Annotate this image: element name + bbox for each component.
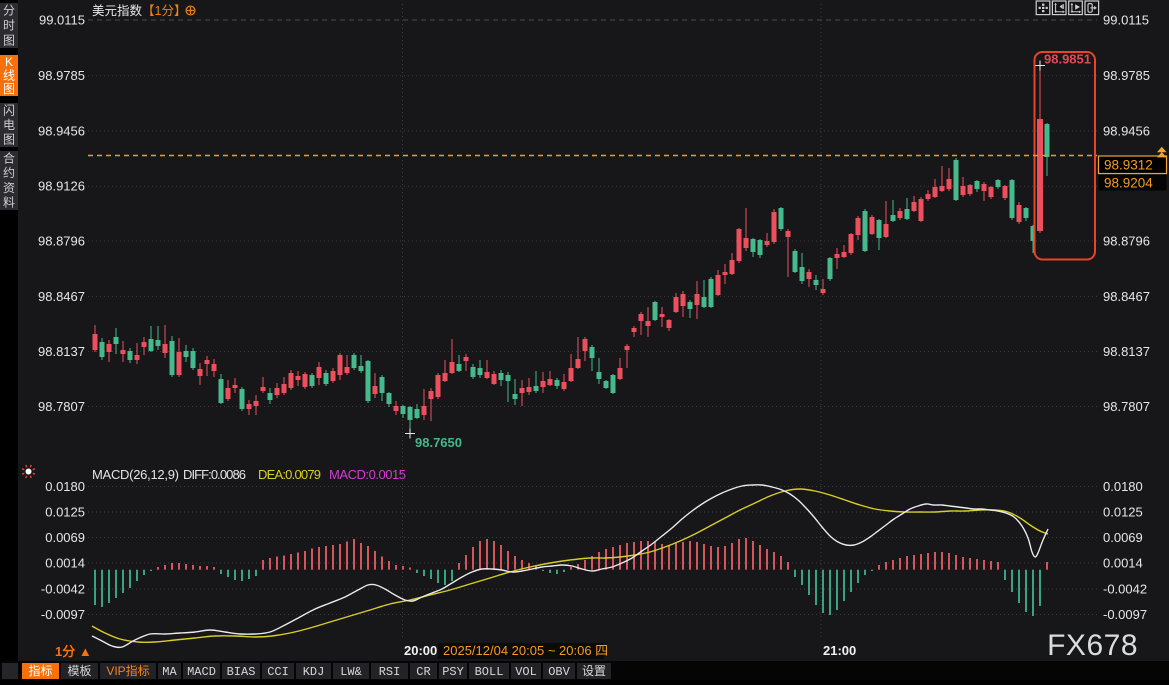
svg-text:20:00: 20:00: [404, 643, 437, 658]
svg-text:电: 电: [3, 118, 15, 132]
svg-text:DEA:0.0079: DEA:0.0079: [258, 467, 321, 482]
svg-text:MACD:0.0015: MACD:0.0015: [329, 467, 406, 482]
svg-text:98.7807: 98.7807: [1103, 399, 1150, 414]
svg-text:98.8796: 98.8796: [1103, 234, 1150, 249]
svg-text:0.0125: 0.0125: [45, 505, 85, 520]
svg-text:FX678: FX678: [1047, 629, 1138, 662]
svg-text:资: 资: [3, 181, 15, 195]
svg-text:98.8137: 98.8137: [1103, 344, 1150, 359]
svg-text:合: 合: [3, 150, 15, 165]
svg-text:时: 时: [3, 19, 15, 33]
svg-text:料: 料: [3, 196, 15, 210]
svg-text:98.7650: 98.7650: [415, 435, 462, 450]
svg-text:-0.0042: -0.0042: [1103, 582, 1147, 597]
svg-text:图: 图: [3, 133, 15, 147]
svg-text:美元指数: 美元指数: [92, 3, 143, 18]
svg-text:CCI: CCI: [267, 665, 289, 679]
svg-text:指标: 指标: [28, 663, 52, 678]
svg-text:MA: MA: [162, 665, 177, 679]
svg-text:OBV: OBV: [548, 665, 570, 679]
svg-text:98.7807: 98.7807: [38, 399, 85, 414]
svg-text:99.0115: 99.0115: [39, 13, 85, 28]
svg-text:-0.0042: -0.0042: [41, 582, 85, 597]
svg-text:-0.0097: -0.0097: [41, 607, 85, 622]
svg-text:模板: 模板: [67, 664, 91, 678]
svg-text:MACD: MACD: [187, 665, 216, 679]
svg-text:98.8796: 98.8796: [38, 234, 85, 249]
svg-text:98.8137: 98.8137: [38, 344, 85, 359]
svg-text:MACD(26,12,9): MACD(26,12,9): [92, 467, 179, 482]
svg-text:98.9456: 98.9456: [38, 124, 85, 139]
svg-text:设置: 设置: [582, 664, 606, 678]
svg-text:-0.0097: -0.0097: [1103, 607, 1147, 622]
svg-text:BIAS: BIAS: [227, 665, 256, 679]
svg-text:【1分】: 【1分】: [142, 4, 186, 18]
svg-text:98.9785: 98.9785: [1103, 68, 1150, 83]
svg-text:DIFF:0.0086: DIFF:0.0086: [183, 467, 246, 482]
svg-text:图: 图: [3, 34, 15, 48]
svg-text:98.9456: 98.9456: [1103, 124, 1150, 139]
svg-text:RSI: RSI: [379, 665, 401, 679]
svg-text:0.0069: 0.0069: [45, 530, 85, 545]
svg-text:图: 图: [3, 82, 15, 96]
svg-text:98.9126: 98.9126: [38, 179, 85, 194]
svg-text:99.0115: 99.0115: [1103, 13, 1149, 28]
svg-text:98.8467: 98.8467: [1103, 289, 1150, 304]
svg-text:K: K: [5, 55, 13, 69]
svg-text:LW&: LW&: [340, 665, 362, 679]
svg-text:2025/12/04 20:05 ~ 20:06 四: 2025/12/04 20:05 ~ 20:06 四: [443, 643, 608, 658]
svg-text:VIP指标: VIP指标: [106, 663, 149, 678]
svg-text:1分 ▲: 1分 ▲: [55, 644, 92, 659]
svg-text:线: 线: [3, 69, 15, 83]
svg-text:闪: 闪: [3, 103, 15, 117]
svg-text:98.9851: 98.9851: [1044, 52, 1091, 67]
svg-text:KDJ: KDJ: [303, 665, 325, 679]
svg-text:0.0180: 0.0180: [45, 479, 85, 494]
svg-text:0.0125: 0.0125: [1103, 505, 1143, 520]
svg-text:0.0014: 0.0014: [1103, 556, 1143, 571]
svg-text:VOL: VOL: [515, 665, 537, 679]
svg-text:0.0014: 0.0014: [45, 556, 85, 571]
svg-text:0.0180: 0.0180: [1103, 479, 1143, 494]
svg-text:21:00: 21:00: [823, 643, 856, 658]
svg-text:BOLL: BOLL: [475, 665, 504, 679]
svg-text:98.9785: 98.9785: [38, 68, 85, 83]
svg-text:98.9204: 98.9204: [1104, 176, 1153, 191]
svg-text:PSY: PSY: [442, 665, 464, 679]
svg-text:98.9312: 98.9312: [1104, 158, 1153, 173]
svg-text:CR: CR: [416, 665, 430, 679]
svg-text:98.8467: 98.8467: [38, 289, 85, 304]
svg-text:0.0069: 0.0069: [1103, 530, 1143, 545]
svg-text:分: 分: [3, 4, 15, 18]
svg-text:约: 约: [3, 165, 15, 180]
